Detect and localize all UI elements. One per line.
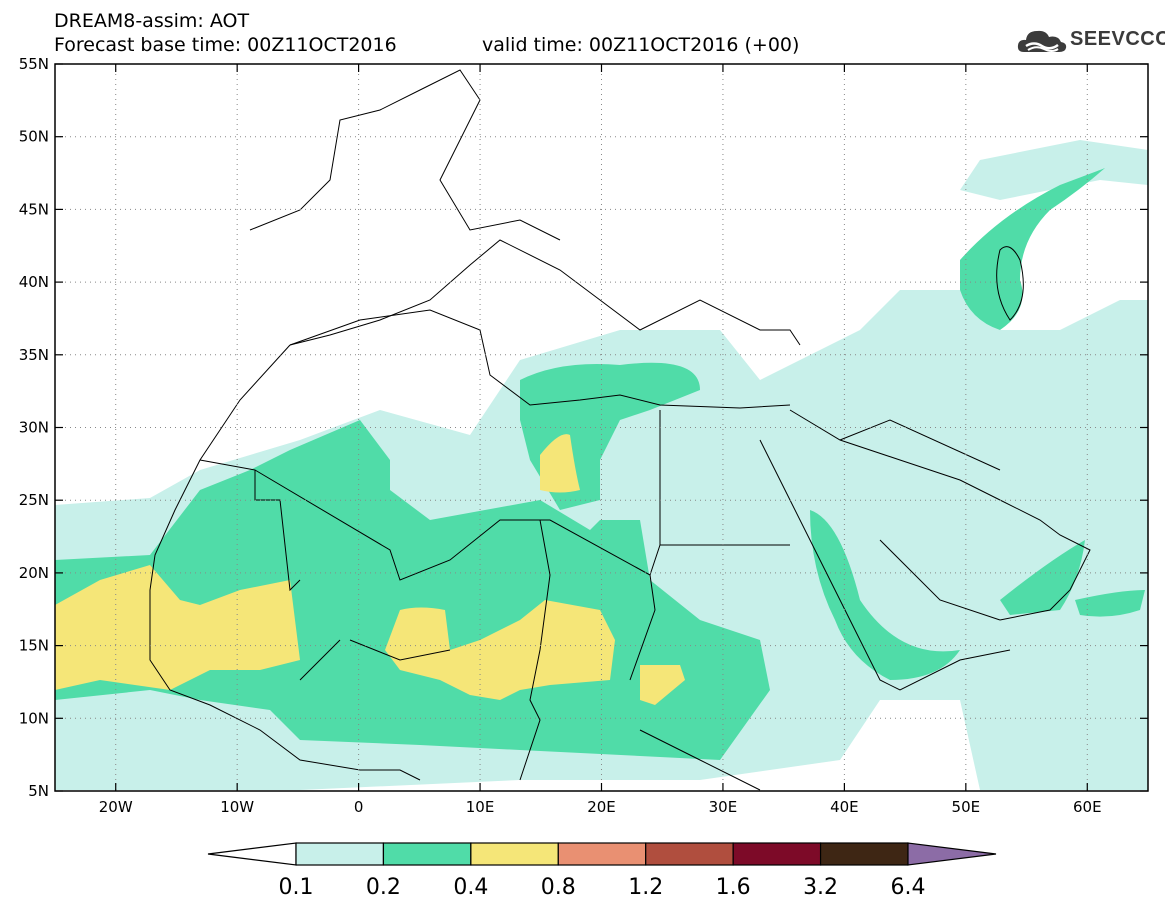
aot-band-02-04-arabia: [1000, 540, 1145, 617]
inland-borders: [199, 410, 1001, 791]
latitude-label: 15N: [19, 637, 49, 655]
latitude-label: 25N: [19, 491, 49, 509]
colorbar-label: 0.8: [541, 875, 576, 900]
map-title: DREAM8-assim: AOT: [54, 10, 250, 32]
colorbar-swatch: [557, 842, 647, 866]
colorbar-label: 0.2: [366, 875, 401, 900]
coastline-west-africa: [149, 344, 421, 781]
colorbar: 0.1 0.2 0.4 0.8 1.2 1.6 3.2 6.4: [207, 842, 997, 900]
axis-ticks: [55, 63, 1148, 792]
colorbar-low-arrow: [207, 842, 297, 866]
coastline-europe: [249, 69, 561, 241]
cloud-icon: [1017, 30, 1067, 52]
coastline-arabia: [789, 409, 1091, 621]
aot-band-01-02-south: [100, 770, 155, 790]
latitude-label: 35N: [19, 346, 49, 364]
colorbar-label: 3.2: [803, 875, 838, 900]
latitude-label: 20N: [19, 564, 49, 582]
colorbar-label: 6.4: [891, 875, 926, 900]
aot-band-04-08-chad: [640, 665, 685, 705]
longitude-label: 50E: [952, 798, 981, 816]
aot-band-04-08-central: [385, 600, 615, 700]
colorbar-label: 1.6: [716, 875, 751, 900]
caspian-sea-outline: [996, 246, 1024, 321]
coastline-red-sea: [759, 439, 1011, 691]
longitude-label: 40E: [830, 798, 859, 816]
aot-band-02-04-caspian: [960, 168, 1105, 330]
longitude-labels: 20W 10W 0 10E 20E 30E 40E 50E 60E: [99, 798, 1102, 816]
longitude-label: 60E: [1073, 798, 1102, 816]
longitude-label: 10W: [220, 798, 254, 816]
latitude-label: 45N: [19, 200, 49, 218]
coastline-mediterranean-north: [289, 239, 801, 346]
colorbar-swatch: [382, 842, 472, 866]
colorbar-swatch: [732, 842, 822, 866]
longitude-label: 20E: [587, 798, 616, 816]
logo-text: SEEVCCC: [1070, 28, 1165, 50]
latitude-label: 55N: [19, 55, 49, 73]
colorbar-swatch: [470, 842, 559, 866]
colorbar-high-arrow: [907, 842, 997, 866]
longitude-label: 20W: [99, 798, 133, 816]
aot-band-02-04-redsea: [810, 510, 960, 680]
latitude-label: 5N: [28, 782, 49, 800]
forecast-base-time: Forecast base time: 00Z11OCT2016: [54, 34, 397, 56]
colorbar-label: 0.4: [453, 875, 488, 900]
latitude-label: 10N: [19, 709, 49, 727]
latitude-labels: 55N 50N 45N 40N 35N 30N 25N 20N 15N 10N 5N: [19, 55, 49, 800]
coastline-north-africa: [289, 309, 791, 409]
longitude-label: 30E: [709, 798, 738, 816]
colorbar-swatch: [819, 842, 909, 866]
aot-band-04-08: [55, 565, 300, 690]
grid-lines: [55, 64, 1148, 791]
colorbar-label: 0.1: [279, 875, 314, 900]
colorbar-swatch: [295, 842, 385, 866]
longitude-label: 0: [354, 798, 364, 816]
latitude-label: 50N: [19, 128, 49, 146]
longitude-label: 10E: [466, 798, 495, 816]
colorbar-swatch: [645, 842, 734, 866]
aot-band-04-08-libya: [540, 434, 580, 493]
forecast-time-line: Forecast base time: 00Z11OCT2016 valid ti…: [54, 34, 799, 56]
latitude-label: 40N: [19, 273, 49, 291]
colorbar-label: 1.2: [628, 875, 663, 900]
country-borders: [149, 69, 1091, 791]
valid-time: valid time: 00Z11OCT2016 (+00): [482, 34, 800, 56]
seevccc-logo: SEEVCCC: [1016, 26, 1165, 54]
latitude-label: 30N: [19, 419, 49, 437]
